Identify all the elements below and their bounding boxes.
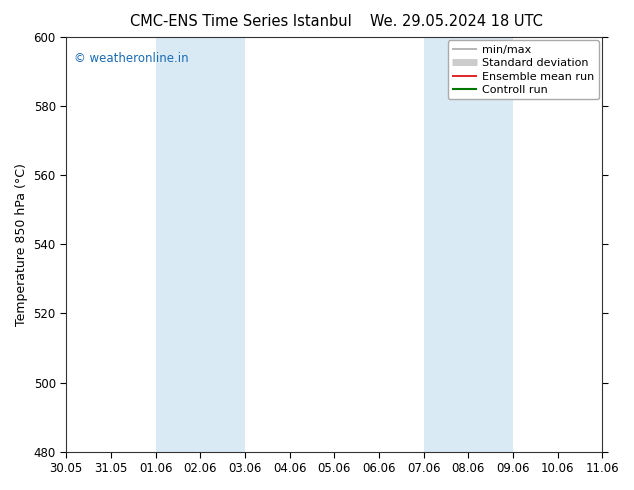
Text: CMC-ENS Time Series Istanbul: CMC-ENS Time Series Istanbul bbox=[130, 14, 352, 29]
Y-axis label: Temperature 850 hPa (°C): Temperature 850 hPa (°C) bbox=[15, 163, 28, 326]
Text: © weatheronline.in: © weatheronline.in bbox=[74, 51, 189, 65]
Legend: min/max, Standard deviation, Ensemble mean run, Controll run: min/max, Standard deviation, Ensemble me… bbox=[448, 41, 599, 99]
Bar bbox=[424, 37, 513, 452]
Text: We. 29.05.2024 18 UTC: We. 29.05.2024 18 UTC bbox=[370, 14, 543, 29]
Bar bbox=[155, 37, 245, 452]
